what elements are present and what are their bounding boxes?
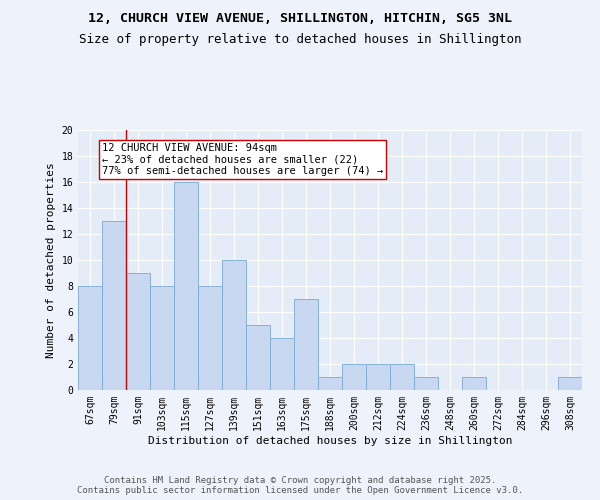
Bar xyxy=(222,260,246,390)
Bar xyxy=(294,299,318,390)
Text: Contains HM Land Registry data © Crown copyright and database right 2025.
Contai: Contains HM Land Registry data © Crown c… xyxy=(77,476,523,495)
Bar xyxy=(414,377,438,390)
Bar xyxy=(150,286,174,390)
Text: 12, CHURCH VIEW AVENUE, SHILLINGTON, HITCHIN, SG5 3NL: 12, CHURCH VIEW AVENUE, SHILLINGTON, HIT… xyxy=(88,12,512,26)
Bar xyxy=(318,377,342,390)
Bar xyxy=(390,364,414,390)
Bar xyxy=(366,364,390,390)
Text: 12 CHURCH VIEW AVENUE: 94sqm
← 23% of detached houses are smaller (22)
77% of se: 12 CHURCH VIEW AVENUE: 94sqm ← 23% of de… xyxy=(102,143,383,176)
Bar xyxy=(78,286,102,390)
Bar xyxy=(246,325,270,390)
Bar xyxy=(558,377,582,390)
Bar xyxy=(198,286,222,390)
X-axis label: Distribution of detached houses by size in Shillington: Distribution of detached houses by size … xyxy=(148,436,512,446)
Bar xyxy=(270,338,294,390)
Bar xyxy=(174,182,198,390)
Y-axis label: Number of detached properties: Number of detached properties xyxy=(46,162,56,358)
Bar xyxy=(126,273,150,390)
Bar xyxy=(462,377,486,390)
Bar xyxy=(102,221,126,390)
Text: Size of property relative to detached houses in Shillington: Size of property relative to detached ho… xyxy=(79,32,521,46)
Bar xyxy=(342,364,366,390)
